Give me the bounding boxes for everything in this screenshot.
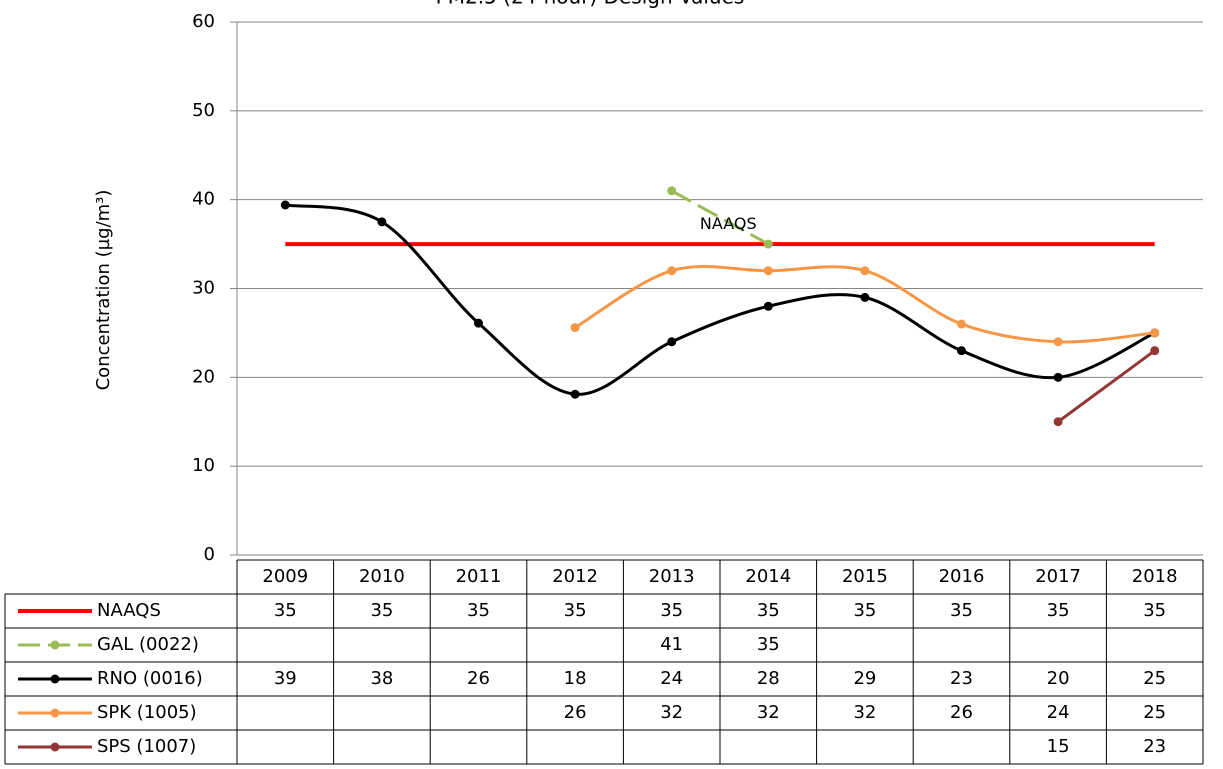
y-tick-label: 20	[192, 366, 215, 387]
data-point	[667, 186, 677, 196]
legend-marker	[50, 742, 60, 752]
legend-marker	[50, 708, 60, 718]
x-tick-label: 2015	[842, 566, 888, 587]
data-point	[474, 318, 483, 328]
data-point	[860, 292, 870, 302]
table-value: 24	[660, 668, 683, 689]
data-point	[957, 319, 966, 329]
table-value: 35	[274, 600, 297, 621]
annotation: NAAQS	[700, 214, 757, 233]
series-line	[670, 189, 770, 246]
table-value: 35	[370, 600, 393, 621]
legend-label: SPK (1005)	[97, 702, 197, 723]
x-tick-label: 2016	[939, 566, 985, 587]
series-line	[1057, 349, 1156, 423]
table-value: 26	[950, 702, 973, 723]
series-line	[574, 265, 1155, 344]
table-value: 35	[1047, 600, 1070, 621]
table-value: 35	[757, 600, 780, 621]
table-value: 35	[853, 600, 876, 621]
legend-marker	[50, 674, 60, 684]
table-value: 35	[660, 600, 683, 621]
legend-label: RNO (0016)	[97, 668, 203, 689]
data-point	[667, 266, 677, 276]
x-tick-label: 2012	[552, 566, 598, 587]
data-point	[667, 337, 677, 347]
table-value: 35	[467, 600, 490, 621]
table-value: 35	[1143, 600, 1166, 621]
legend-label: NAAQS	[97, 600, 161, 621]
table-value: 38	[370, 668, 393, 689]
data-point	[570, 323, 580, 333]
data-point	[860, 266, 870, 276]
table-value: 35	[950, 600, 973, 621]
table-value: 25	[1143, 668, 1166, 689]
x-tick-label: 2013	[649, 566, 695, 587]
data-point	[570, 389, 580, 399]
y-tick-label: 10	[192, 455, 215, 476]
x-tick-label: 2017	[1035, 566, 1081, 587]
y-tick-label: 50	[192, 100, 215, 121]
y-tick-label: 30	[192, 278, 215, 299]
table-value: 24	[1047, 702, 1070, 723]
y-tick-label: 0	[204, 544, 215, 565]
table-value: 25	[1143, 702, 1166, 723]
y-tick-label: 60	[192, 11, 215, 32]
table-value: 23	[1143, 736, 1166, 757]
y-axis-label: Concentration (µg/m³)	[93, 190, 114, 391]
table-value: 18	[564, 668, 587, 689]
table-value: 35	[757, 634, 780, 655]
x-tick-label: 2011	[456, 566, 502, 587]
data-point	[957, 346, 966, 356]
legend-marker	[50, 640, 60, 650]
table-value: 20	[1047, 668, 1070, 689]
table-value: 26	[467, 668, 490, 689]
series-line	[285, 203, 1156, 396]
y-tick-label: 40	[192, 189, 215, 210]
legend-label: GAL (0022)	[97, 634, 199, 655]
table-value: 41	[660, 634, 683, 655]
data-point	[1150, 346, 1160, 356]
x-tick-label: 2010	[359, 566, 405, 587]
data-point	[763, 266, 773, 276]
data-point	[1053, 417, 1063, 427]
table-value: 32	[660, 702, 683, 723]
data-point	[377, 217, 387, 227]
data-point	[1053, 372, 1063, 382]
table-value: 32	[757, 702, 780, 723]
x-tick-label: 2009	[262, 566, 308, 587]
x-tick-label: 2014	[745, 566, 791, 587]
table-value: 15	[1047, 736, 1070, 757]
table-value: 26	[564, 702, 587, 723]
table-value: 32	[853, 702, 876, 723]
table-value: 35	[564, 600, 587, 621]
table-value: 39	[274, 668, 297, 689]
table-value: 29	[853, 668, 876, 689]
data-point	[763, 239, 773, 249]
table-value: 28	[757, 668, 780, 689]
legend-label: SPS (1007)	[97, 736, 196, 757]
x-tick-label: 2018	[1132, 566, 1178, 587]
data-point	[280, 200, 290, 210]
table-value: 23	[950, 668, 973, 689]
data-point	[1053, 337, 1063, 347]
data-point	[1150, 328, 1160, 338]
chart-title: PM2.5 (24-hour) Design Values	[436, 0, 745, 9]
data-point	[763, 301, 773, 311]
